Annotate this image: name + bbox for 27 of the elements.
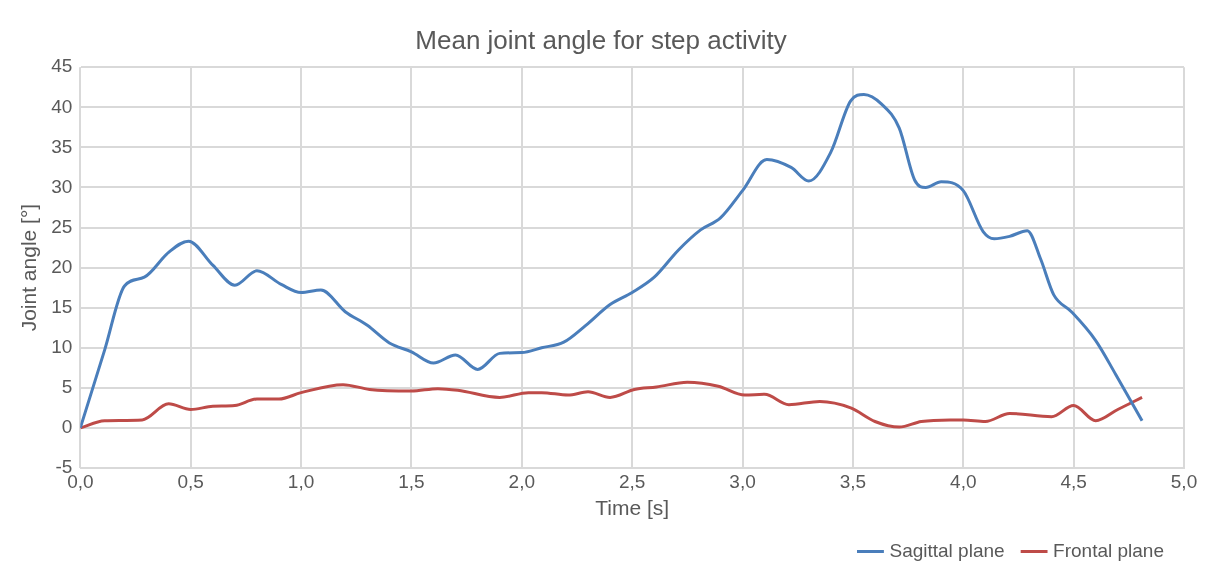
- x-tick-label: 2,0: [508, 470, 536, 492]
- x-tick-label: 5,0: [1170, 470, 1198, 492]
- x-tick-label: 4,0: [950, 470, 977, 492]
- y-tick-label: 20: [51, 255, 73, 277]
- x-tick-label: 1,5: [398, 470, 425, 492]
- chart-title: Mean joint angle for step activity: [415, 24, 787, 55]
- y-axis-title: Joint angle [°]: [17, 203, 41, 332]
- y-tick-label: 10: [51, 335, 73, 357]
- y-tick-label: 45: [51, 55, 73, 77]
- y-tick-label: 0: [61, 416, 73, 438]
- x-tick-label: 0,5: [177, 470, 204, 492]
- x-axis-title: Time [s]: [595, 496, 670, 520]
- y-tick-label: 40: [51, 95, 73, 117]
- line-series: [80, 380, 1144, 430]
- y-tick-label: 15: [51, 295, 73, 317]
- x-tick-label: 3,0: [729, 470, 756, 492]
- x-tick-label: 1,0: [287, 470, 315, 492]
- y-tick-label: 25: [51, 215, 73, 237]
- y-tick-label: 35: [51, 135, 73, 157]
- x-tick-label: 3,5: [839, 470, 867, 492]
- x-tick-label: 2,5: [618, 470, 646, 492]
- y-tick-label: 5: [61, 376, 73, 398]
- line-series: [80, 92, 1144, 430]
- legend-label: Sagittal plane: [889, 539, 1005, 561]
- x-tick-label: 4,5: [1060, 470, 1087, 492]
- y-tick-label: 30: [51, 175, 73, 197]
- legend-label: Frontal plane: [1053, 539, 1164, 561]
